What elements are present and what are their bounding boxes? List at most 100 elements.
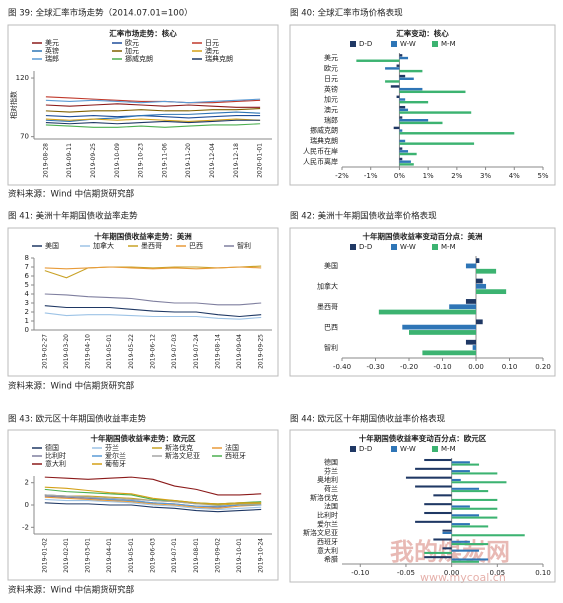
bar <box>476 268 497 274</box>
category-label: 澳元 <box>324 105 338 114</box>
bar <box>399 74 406 78</box>
category-label: 比利时 <box>317 510 338 519</box>
x-tick-label: 2019-08-28 <box>42 143 49 178</box>
category-label: 瑞典克朗 <box>310 136 338 145</box>
bar <box>451 516 498 519</box>
bar <box>451 498 498 501</box>
bar <box>399 150 409 153</box>
y-tick-label: 2 <box>25 308 29 316</box>
x-tick-label: 2019-07-01 <box>171 538 178 573</box>
bar <box>433 494 452 497</box>
bar <box>399 56 409 60</box>
bar <box>399 105 406 109</box>
bar <box>399 90 466 94</box>
x-tick-label: 2019-09-25 <box>90 143 97 178</box>
chart-subtitle: 十年期国债收益率变动百分点：美洲 <box>363 231 483 241</box>
figure-title: 图 44: 欧元区十年期国债收益率价格表现 <box>290 414 446 425</box>
x-tick-label: 2019-05-01 <box>106 334 113 369</box>
category-label: 人民币在岸 <box>303 146 338 155</box>
category-label: 斯洛伐克 <box>310 493 338 502</box>
x-tick-label: -0.30 <box>366 363 384 371</box>
legend-label: 葡萄牙 <box>105 459 126 468</box>
bar <box>399 121 443 125</box>
legend-label: W-W <box>400 243 416 251</box>
x-tick-label: 3% <box>480 172 491 180</box>
data-line <box>45 96 261 104</box>
y-tick-label: 2 <box>25 479 29 487</box>
legend-swatch <box>432 244 438 250</box>
chart-subtitle: 汇率变动：核心 <box>396 28 449 38</box>
category-label: 法国 <box>324 502 338 511</box>
category-label: 西班牙 <box>317 537 338 546</box>
y-tick-label: 120 <box>16 74 29 82</box>
x-tick-label: -2% <box>335 172 349 180</box>
y-tick-label: 4 <box>25 290 30 298</box>
category-label: 欧元 <box>324 64 338 73</box>
bar <box>442 531 452 535</box>
bar <box>449 304 476 310</box>
bar <box>451 463 480 466</box>
data-line <box>45 98 261 104</box>
x-tick-label: 2019-08-01 <box>193 538 200 573</box>
bar <box>399 77 414 80</box>
bar <box>476 283 487 289</box>
x-tick-label: 5% <box>537 172 548 180</box>
bar <box>415 485 452 488</box>
category-label: 芬兰 <box>324 466 338 475</box>
source-note: 资料来源：Wind 中信期货研究部 <box>8 585 135 596</box>
category-label: 美国 <box>324 261 338 270</box>
bar <box>442 547 452 550</box>
x-tick-label: 2019-11-20 <box>185 143 192 178</box>
y-tick-label: 70 <box>20 133 29 141</box>
category-label: 日元 <box>324 75 338 83</box>
data-line <box>45 119 261 125</box>
y-tick-label: 3 <box>25 299 29 307</box>
bar <box>451 549 480 552</box>
x-tick-label: 2019-09-11 <box>66 143 73 178</box>
x-tick-label: 2020-01-01 <box>257 143 264 178</box>
x-tick-label: 0.20 <box>535 363 551 371</box>
category-label: 巴西 <box>324 323 338 331</box>
bar <box>399 69 423 73</box>
data-line <box>44 502 262 513</box>
chart-subtitle: 十年期国债收益率走势：欧元区 <box>91 433 196 443</box>
data-line <box>45 107 261 113</box>
data-line <box>44 476 262 496</box>
bar <box>399 139 406 143</box>
chart-subtitle: 十年期国债收益率变动百分点：欧元区 <box>359 433 487 443</box>
x-tick-label: 2019-12-04 <box>209 143 216 178</box>
x-tick-label: 2019-04-10 <box>85 334 92 369</box>
legend-swatch <box>432 41 438 47</box>
bar <box>451 478 461 482</box>
legend-label: 挪威克朗 <box>125 54 153 63</box>
category-label: 人民币离岸 <box>303 157 338 166</box>
category-label: 爱尔兰 <box>317 519 338 528</box>
bar <box>476 278 483 284</box>
bar <box>399 98 406 101</box>
legend-swatch <box>350 41 356 47</box>
bar <box>399 142 475 145</box>
legend-label: 美国 <box>45 241 59 250</box>
legend-label: 西班牙 <box>225 451 246 460</box>
legend-label: 澳元 <box>205 46 219 55</box>
bar <box>451 558 489 561</box>
legend-label: 比利时 <box>45 451 66 460</box>
legend-label: 意大利 <box>45 459 66 468</box>
bar <box>451 487 480 490</box>
bar <box>451 472 498 475</box>
chart-frame <box>289 24 556 186</box>
x-tick-label: 2019-05-01 <box>128 538 135 573</box>
x-tick-label: 2019-01-02 <box>41 538 48 573</box>
category-label: 智利 <box>324 343 338 352</box>
y-tick-label: 0 <box>25 326 29 334</box>
bar <box>465 299 476 304</box>
figure-title: 图 40: 全球汇率市场价格表现 <box>290 8 403 19</box>
legend-label: M-M <box>441 445 456 453</box>
x-tick-label: -0.10 <box>351 569 369 577</box>
legend-swatch <box>432 446 438 452</box>
category-label: 加元 <box>324 95 338 104</box>
bar <box>451 525 489 528</box>
data-line <box>45 103 261 108</box>
